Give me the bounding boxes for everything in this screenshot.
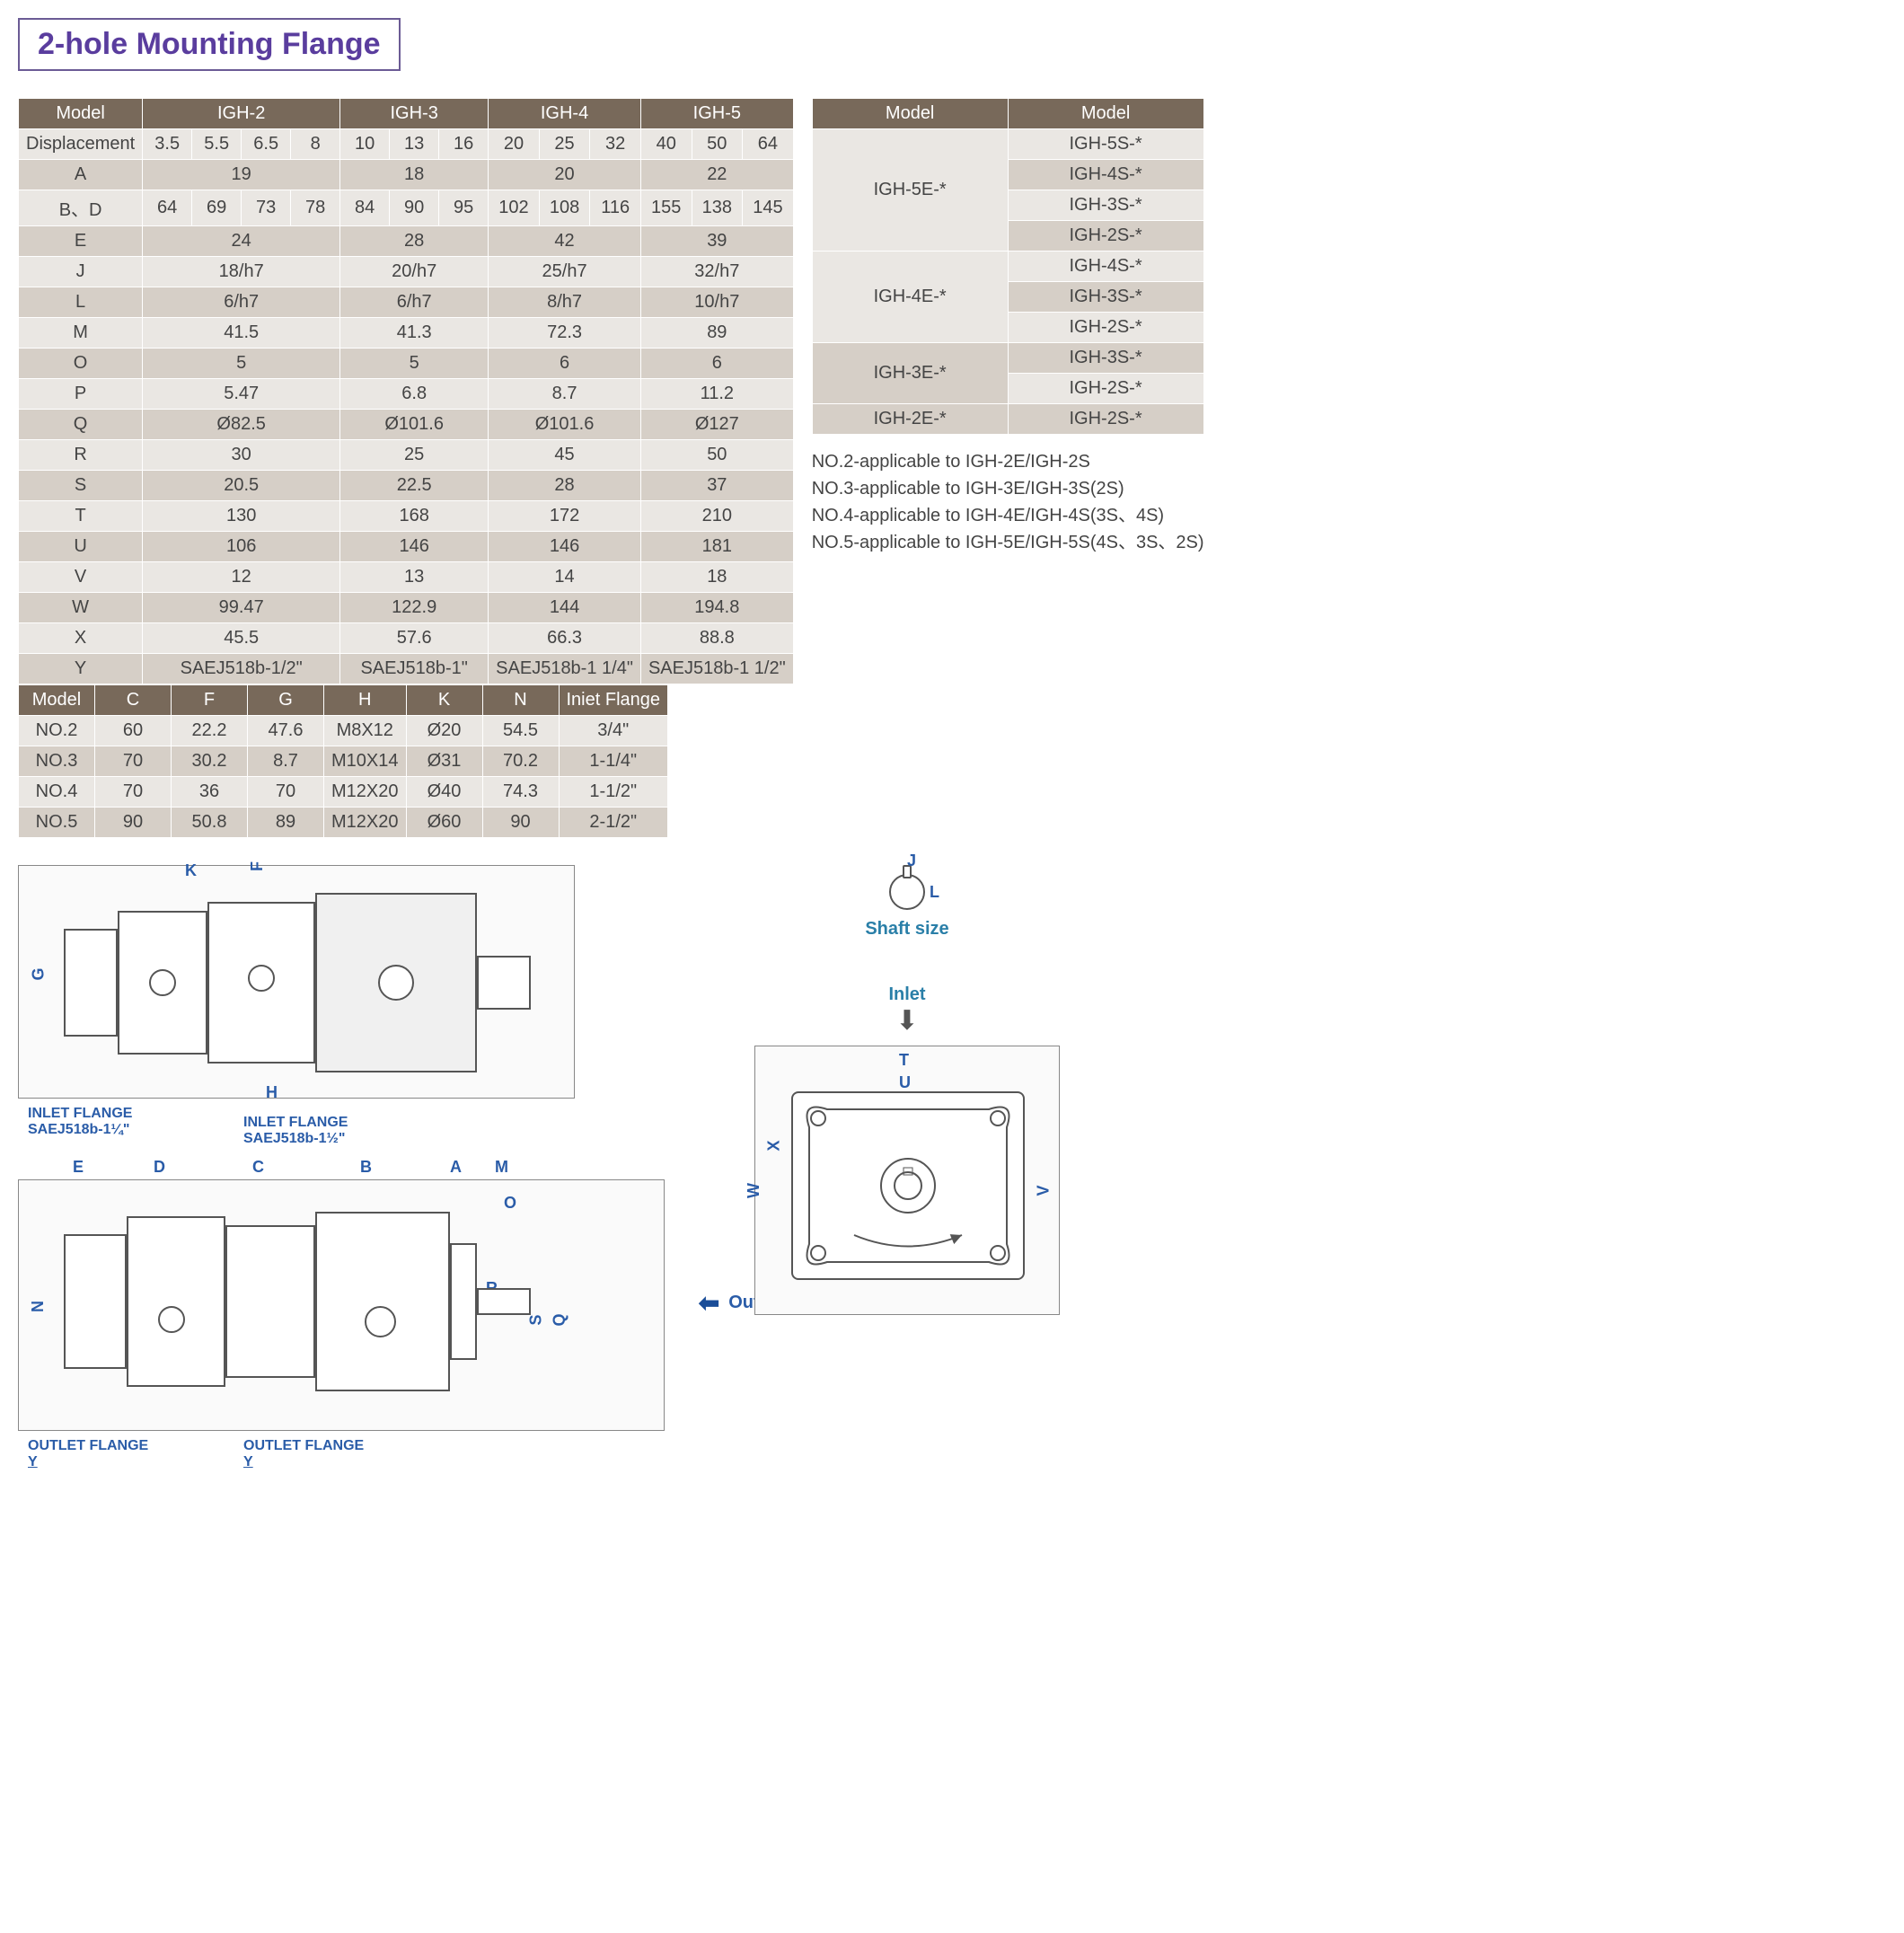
dim-w: W <box>745 1183 763 1198</box>
compatibility-table: ModelModelIGH-5E-*IGH-5S-*IGH-4S-*IGH-3S… <box>812 98 1204 435</box>
notes-block: NO.2-applicable to IGH-2E/IGH-2SNO.3-app… <box>812 448 1204 556</box>
dim-d: D <box>154 1158 165 1177</box>
shaft-diagram: J L Shaft size <box>754 865 1060 940</box>
dim-m: M <box>495 1158 508 1177</box>
shaft-size-label: Shaft size <box>754 919 1060 940</box>
diagram-section: K F G H INLET FLANGE SAEJ518b-1¼" INLET … <box>18 865 1886 1431</box>
inlet-label: Inlet <box>754 984 1060 1005</box>
left-tables: ModelIGH-2IGH-3IGH-4IGH-5Displacement3.5… <box>18 98 794 838</box>
note-line: NO.2-applicable to IGH-2E/IGH-2S <box>812 448 1204 475</box>
arrow-left-icon: ⬅ <box>699 1288 719 1318</box>
inlet-flange-1-label: INLET FLANGE SAEJ518b-1¼" <box>28 1106 132 1138</box>
page-title-box: 2-hole Mounting Flange <box>18 18 401 71</box>
secondary-spec-table: ModelCFGHKNIniet FlangeNO.26022.247.6M8X… <box>18 684 668 838</box>
dim-o: O <box>504 1194 516 1213</box>
page-title: 2-hole Mounting Flange <box>38 27 381 61</box>
dim-b: B <box>360 1158 372 1177</box>
dim-v: V <box>1035 1185 1053 1196</box>
note-line: NO.5-applicable to IGH-5E/IGH-5S(4S、3S、2… <box>812 529 1204 556</box>
dim-k: K <box>185 861 197 880</box>
dim-q: Q <box>551 1313 569 1326</box>
dim-x: X <box>765 1140 784 1151</box>
outlet-flange-2-label: OUTLET FLANGE Y <box>243 1438 364 1470</box>
diagram-front-view: Inlet ⬇ T U X W V <box>754 984 1060 1315</box>
dim-e: E <box>73 1158 84 1177</box>
dim-s: S <box>527 1314 546 1325</box>
diagram-side-view: E D C B A M O N R S Q P P OUTLET FLANGE <box>18 1179 665 1431</box>
main-spec-table: ModelIGH-2IGH-3IGH-4IGH-5Displacement3.5… <box>18 98 794 684</box>
flange-outline-icon <box>791 1091 1025 1280</box>
note-line: NO.4-applicable to IGH-4E/IGH-4S(3S、4S) <box>812 502 1204 529</box>
note-line: NO.3-applicable to IGH-3E/IGH-3S(2S) <box>812 475 1204 502</box>
dim-g: G <box>30 967 48 980</box>
dim-a: A <box>450 1158 462 1177</box>
arrow-down-icon: ⬇ <box>754 1005 1060 1037</box>
dim-u: U <box>899 1073 911 1092</box>
dim-n: N <box>29 1301 48 1312</box>
dim-c: C <box>252 1158 264 1177</box>
dim-h: H <box>266 1083 278 1102</box>
inlet-flange-2-label: INLET FLANGE SAEJ518b-1½" <box>243 1115 348 1147</box>
dim-t: T <box>899 1051 909 1070</box>
dim-f: F <box>248 861 267 871</box>
outlet-flange-1-label: OUTLET FLANGE Y <box>28 1438 148 1470</box>
diagram-top-view: K F G H INLET FLANGE SAEJ518b-1¼" INLET … <box>18 865 575 1099</box>
